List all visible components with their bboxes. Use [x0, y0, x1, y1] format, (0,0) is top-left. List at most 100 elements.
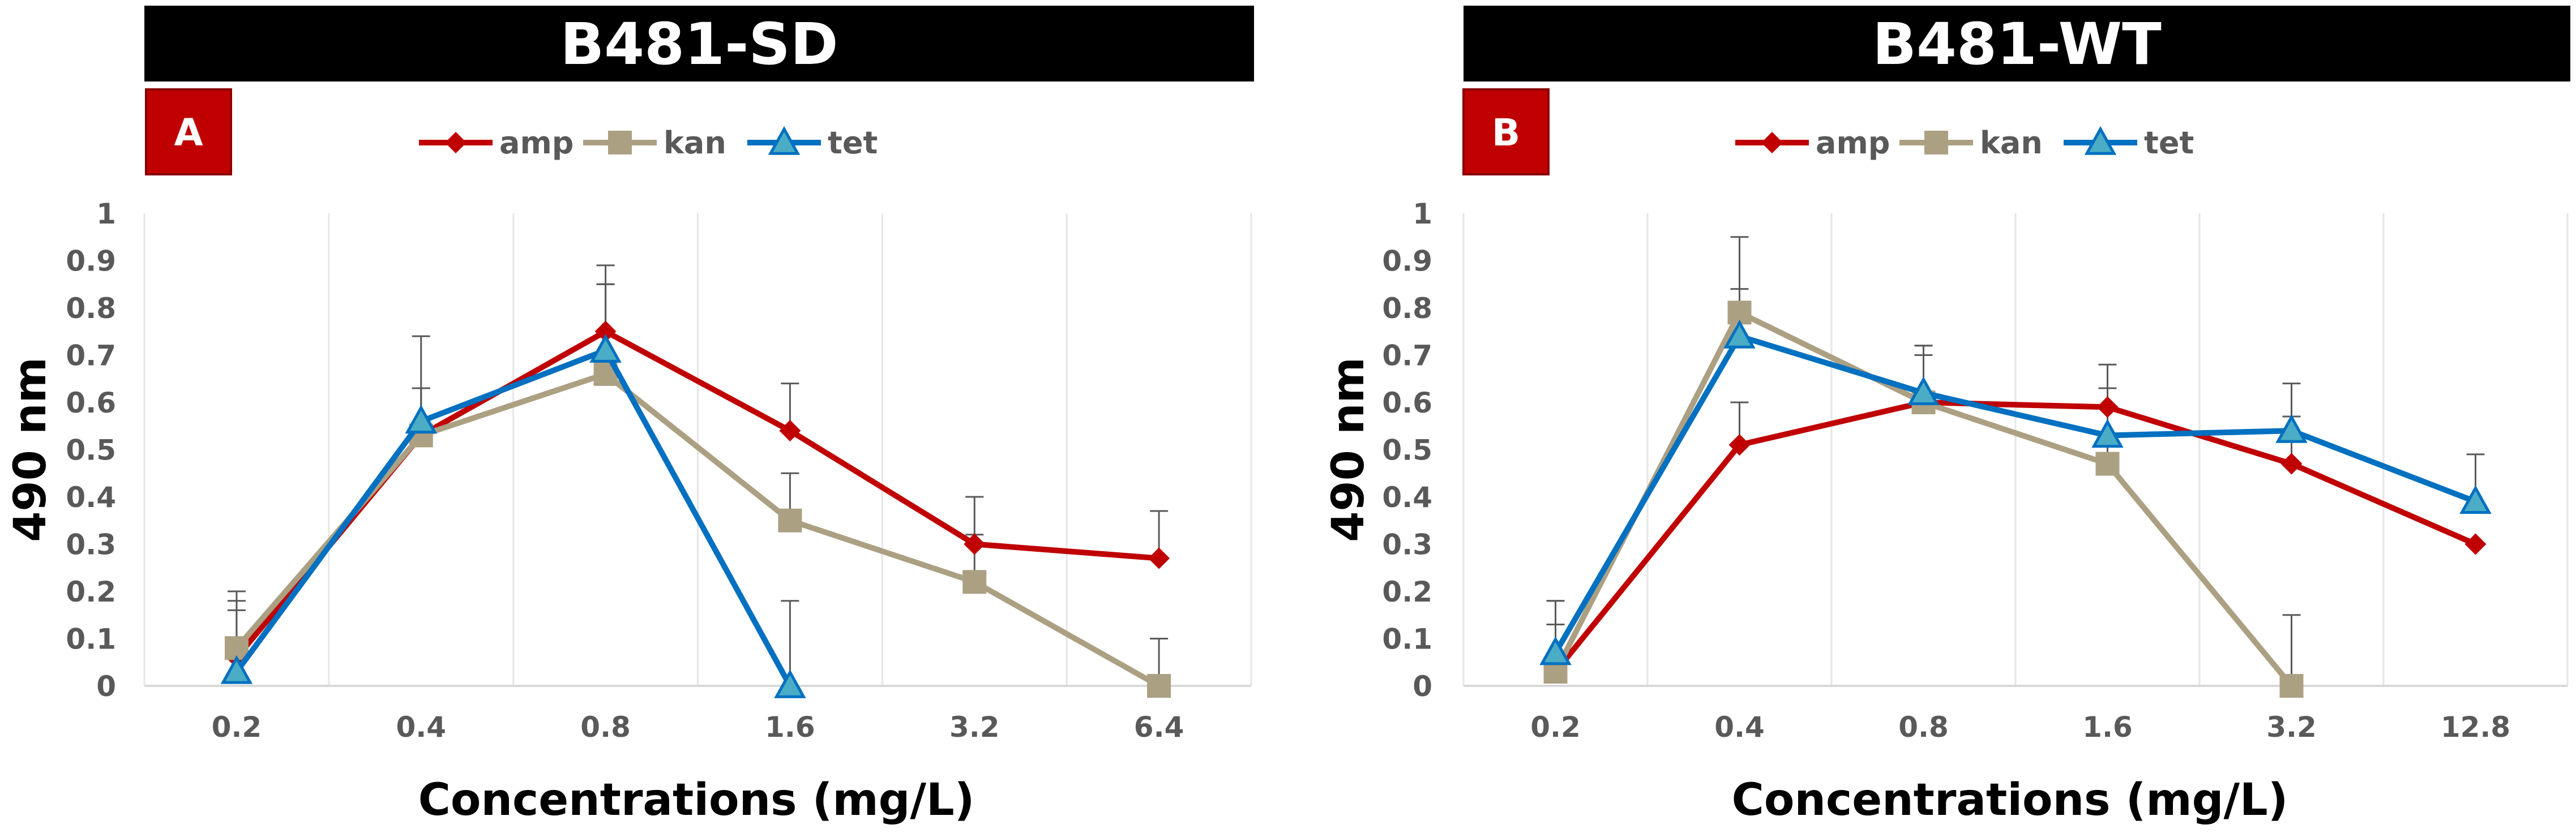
legend: amp kan tet [1735, 125, 2194, 161]
gridlines [143, 213, 1252, 686]
series-tet [220, 334, 806, 698]
y-axis-ticks: 0 0.1 0.2 0.3 0.4 0.5 0.6 0.7 0.8 0.9 1 [66, 197, 116, 703]
diamond-marker [1761, 132, 1783, 153]
x-tick-label: 0.8 [1898, 711, 1949, 744]
x-tick-label: 1.6 [2082, 711, 2133, 744]
diamond-marker [1148, 547, 1170, 569]
triangle-marker [405, 405, 437, 434]
legend-item-kan: kan [1899, 125, 2043, 161]
y-tick-label: 0.7 [66, 340, 116, 372]
diamond-marker [1728, 434, 1751, 456]
x-tick-label: 6.4 [1134, 711, 1184, 744]
triangle-marker [2275, 414, 2308, 443]
legend-item-tet: tet [747, 125, 878, 161]
legend-label: tet [2144, 125, 2194, 161]
x-tick-label: 0.4 [1714, 711, 1765, 744]
y-axis-title: 490 nm [1323, 357, 1374, 542]
y-tick-label: 0.1 [1382, 623, 1432, 656]
series-line [234, 347, 793, 688]
diamond-marker [2280, 453, 2303, 475]
y-tick-label: 0.7 [1382, 340, 1432, 372]
diamond-marker [779, 420, 801, 442]
x-tick-label: 3.2 [949, 711, 1000, 744]
square-marker [2095, 452, 2120, 476]
square-marker [1924, 131, 1948, 154]
chart-title-bar [1464, 6, 2570, 81]
diamond-marker [2096, 396, 2119, 418]
triangle-marker [2459, 485, 2492, 514]
series-tet [1539, 319, 2492, 665]
legend-label: tet [828, 125, 878, 161]
x-tick-label: 0.2 [212, 711, 262, 744]
y-tick-label: 0.5 [1382, 434, 1432, 467]
series-line [234, 371, 1161, 689]
y-tick-label: 0.6 [66, 387, 116, 419]
chart-title-bar [144, 6, 1254, 81]
triangle-marker [1539, 636, 1572, 665]
y-tick-label: 0.2 [1382, 576, 1432, 608]
diamond-marker [2464, 533, 2487, 555]
chart-title: B481-SD [560, 11, 838, 78]
panel-label: A [174, 111, 203, 154]
legend-label: amp [1816, 125, 1890, 161]
y-tick-label: 0.9 [66, 245, 116, 278]
square-marker [608, 131, 632, 154]
triangle-marker [2091, 419, 2124, 448]
y-tick-label: 0.4 [1382, 481, 1432, 514]
triangle-marker [1907, 376, 1940, 405]
x-axis-ticks: 0.2 0.4 0.8 1.6 3.2 6.4 [212, 711, 1184, 744]
x-tick-label: 0.2 [1530, 711, 1581, 744]
y-tick-label: 0.5 [66, 434, 116, 467]
series-line [1553, 333, 2477, 655]
legend-label: kan [1980, 125, 2043, 161]
chart-panel-1: B481-SDA amp kan tet00.10.20.30.40.50.60.70… [5, 6, 1254, 826]
x-tick-label: 12.8 [2441, 711, 2510, 744]
legend: amp kan tet [419, 125, 878, 161]
panel-label-badge [1462, 88, 1550, 175]
triangle-marker [589, 334, 622, 363]
triangle-marker [220, 655, 253, 684]
y-tick-label: 0.2 [66, 576, 116, 608]
square-marker [1147, 674, 1171, 698]
y-tick-label: 0.8 [66, 292, 116, 325]
y-tick-label: 0 [96, 670, 116, 703]
diamond-marker [964, 533, 986, 555]
y-tick-label: 0 [1413, 670, 1432, 703]
x-axis-title: Concentrations (mg/L) [1732, 775, 2288, 826]
legend-item-amp: amp [1735, 125, 1890, 161]
gridlines [1462, 213, 2569, 686]
legend-item-amp: amp [419, 125, 574, 161]
x-axis-title: Concentrations (mg/L) [418, 775, 975, 826]
x-tick-label: 0.4 [396, 711, 446, 744]
y-axis-title: 490 nm [5, 357, 56, 542]
triangle-marker [1723, 319, 1756, 349]
legend-item-tet: tet [2064, 125, 2194, 161]
square-marker [2279, 674, 2304, 698]
panel-label-badge [145, 88, 232, 175]
series-line [1553, 400, 2477, 674]
y-axis-ticks: 0 0.1 0.2 0.3 0.4 0.5 0.6 0.7 0.8 0.9 1 [1382, 197, 1432, 703]
y-tick-label: 0.8 [1382, 292, 1432, 325]
legend-label: amp [499, 125, 574, 161]
chart-panel-2: B481-WTB amp kan tet00.10.20.30.40.50.60.70… [1323, 6, 2570, 826]
triangle-marker [768, 126, 801, 155]
panel-label: B [1492, 111, 1520, 154]
y-tick-label: 0.6 [1382, 387, 1432, 419]
y-tick-label: 0.3 [66, 529, 116, 561]
legend-item-kan: kan [583, 125, 726, 161]
x-tick-label: 0.8 [580, 711, 631, 744]
y-tick-label: 0.3 [1382, 529, 1432, 561]
triangle-marker [2084, 126, 2117, 155]
y-tick-label: 1 [96, 197, 116, 230]
y-tick-label: 0.4 [66, 481, 116, 514]
y-tick-label: 0.1 [66, 623, 116, 656]
y-tick-label: 1 [1413, 197, 1432, 230]
square-marker [962, 570, 987, 594]
diamond-marker [445, 132, 467, 153]
x-axis-ticks: 0.2 0.4 0.8 1.6 3.2 12.8 [1530, 711, 2510, 744]
x-tick-label: 1.6 [765, 711, 815, 744]
legend-label: kan [664, 125, 726, 161]
triangle-marker [774, 669, 806, 698]
square-marker [778, 508, 802, 533]
